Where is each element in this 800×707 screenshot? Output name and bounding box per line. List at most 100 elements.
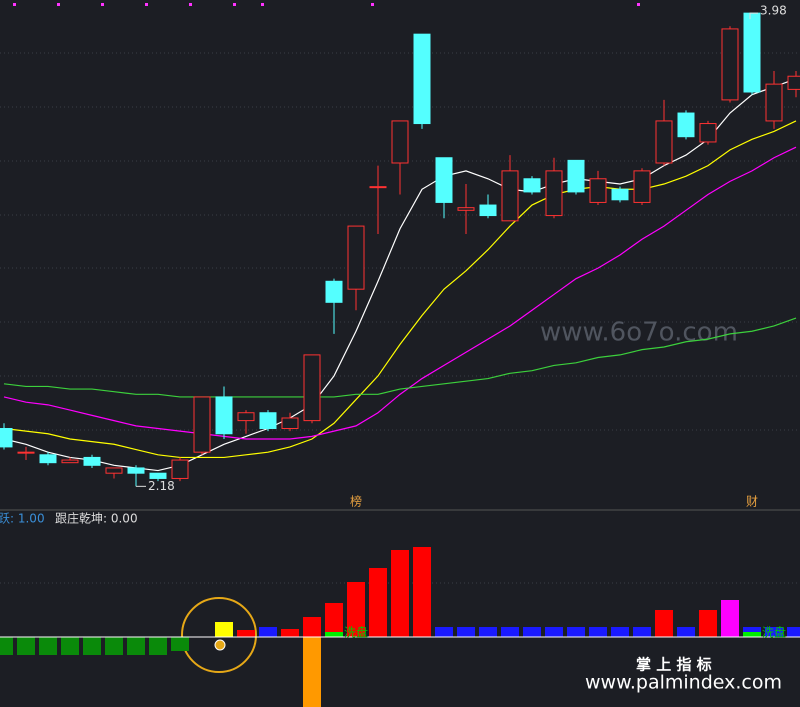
indicator-bar xyxy=(347,582,365,637)
indicator-bar xyxy=(237,630,255,637)
coin-icon xyxy=(214,639,226,651)
max-pointer xyxy=(749,12,758,20)
indicator-bar xyxy=(325,603,343,637)
indicator-bar xyxy=(743,632,761,637)
indicator-bar xyxy=(391,550,409,637)
dot xyxy=(57,3,60,6)
dot xyxy=(101,3,104,6)
indicator-bar xyxy=(633,627,651,637)
candle-body xyxy=(655,120,673,164)
top-dots xyxy=(13,3,640,6)
candle-body xyxy=(325,280,343,303)
indicator-bar xyxy=(127,637,145,655)
candle-body xyxy=(193,396,211,453)
indicator-bar xyxy=(369,568,387,637)
min-label: 2.18 xyxy=(148,479,175,493)
indicator-bar xyxy=(149,637,167,655)
indicator-bar xyxy=(655,610,673,637)
dot xyxy=(371,3,374,6)
candle-body xyxy=(787,75,800,90)
candle-body xyxy=(303,354,321,422)
highlight-circle xyxy=(181,597,257,673)
indicator-bar xyxy=(523,627,541,637)
indicator-bar xyxy=(0,637,13,655)
max-label: 3.98 xyxy=(760,4,787,18)
indicator-bar xyxy=(699,610,717,637)
candle-body xyxy=(391,120,409,164)
candle-body xyxy=(589,178,607,203)
indicator-bar xyxy=(259,627,277,637)
indicator-bar xyxy=(61,637,79,655)
indicator-bar xyxy=(17,637,35,655)
candle-body xyxy=(457,207,475,211)
candle-body xyxy=(149,472,167,479)
indicator-bar xyxy=(303,617,321,637)
candle-body xyxy=(479,204,497,217)
indicator-bar xyxy=(413,547,431,637)
indicator-bar xyxy=(281,629,299,637)
dot xyxy=(189,3,192,6)
moving-average-line xyxy=(3,317,797,398)
candle-body xyxy=(611,188,629,201)
candle-body xyxy=(413,33,431,125)
dot xyxy=(637,3,640,6)
annotation: 洗盘 xyxy=(344,625,368,640)
indicator-bar xyxy=(435,627,453,637)
candle-body xyxy=(743,12,761,93)
indicator-bar xyxy=(677,627,695,637)
candle-body xyxy=(677,112,695,138)
indicator-bar xyxy=(567,627,585,637)
moving-average-line xyxy=(3,146,797,440)
indicator-bar xyxy=(501,627,519,637)
indicator-label: 跟庄乾坤: 0.00 xyxy=(55,511,138,526)
candle-body xyxy=(369,186,387,189)
candle-body xyxy=(61,459,79,464)
event-marker: 榜 xyxy=(350,494,362,509)
candle-body xyxy=(39,454,57,464)
candle-body xyxy=(545,170,563,217)
indicator-bar xyxy=(105,637,123,655)
candle-body xyxy=(501,170,519,222)
indicator-bar xyxy=(787,627,800,637)
candle-body xyxy=(259,412,277,430)
candle-body xyxy=(237,412,255,422)
candle-body xyxy=(567,159,585,193)
candle-body xyxy=(0,428,13,448)
indicator-bar xyxy=(303,637,321,707)
indicator-bar xyxy=(457,627,475,637)
candle-body xyxy=(105,467,123,474)
annotation: 洗盘 xyxy=(762,625,786,640)
indicator-bar xyxy=(721,600,739,637)
candle-body xyxy=(435,157,453,203)
indicator-label: 活跃: 1.00 xyxy=(0,512,45,526)
indicator-bar xyxy=(171,637,189,651)
dot xyxy=(261,3,264,6)
moving-average-line xyxy=(3,120,797,459)
candle-body xyxy=(347,225,365,290)
candle-body xyxy=(633,170,651,203)
indicator-bar xyxy=(83,637,101,655)
indicator-bar xyxy=(589,627,607,637)
watermark: www.6o7o.com xyxy=(540,318,738,348)
candle-body xyxy=(215,396,233,435)
footer-url: www.palmindex.com xyxy=(585,672,782,694)
dot xyxy=(13,3,16,6)
indicator-bar xyxy=(479,627,497,637)
dot xyxy=(145,3,148,6)
candle-body xyxy=(281,417,299,430)
candle-body xyxy=(17,451,35,454)
indicator-bar xyxy=(325,632,343,637)
dot xyxy=(233,3,236,6)
candle-body xyxy=(699,123,717,143)
candle-body xyxy=(523,178,541,193)
candle-body xyxy=(127,467,145,474)
event-marker: 财 xyxy=(746,495,758,509)
footer-title: 掌 上 指 标 xyxy=(636,656,712,674)
indicator-bar xyxy=(765,627,783,637)
candle-body xyxy=(171,459,189,479)
indicator-bar xyxy=(39,637,57,655)
indicator-bar xyxy=(215,622,233,637)
candle-body xyxy=(83,456,101,466)
